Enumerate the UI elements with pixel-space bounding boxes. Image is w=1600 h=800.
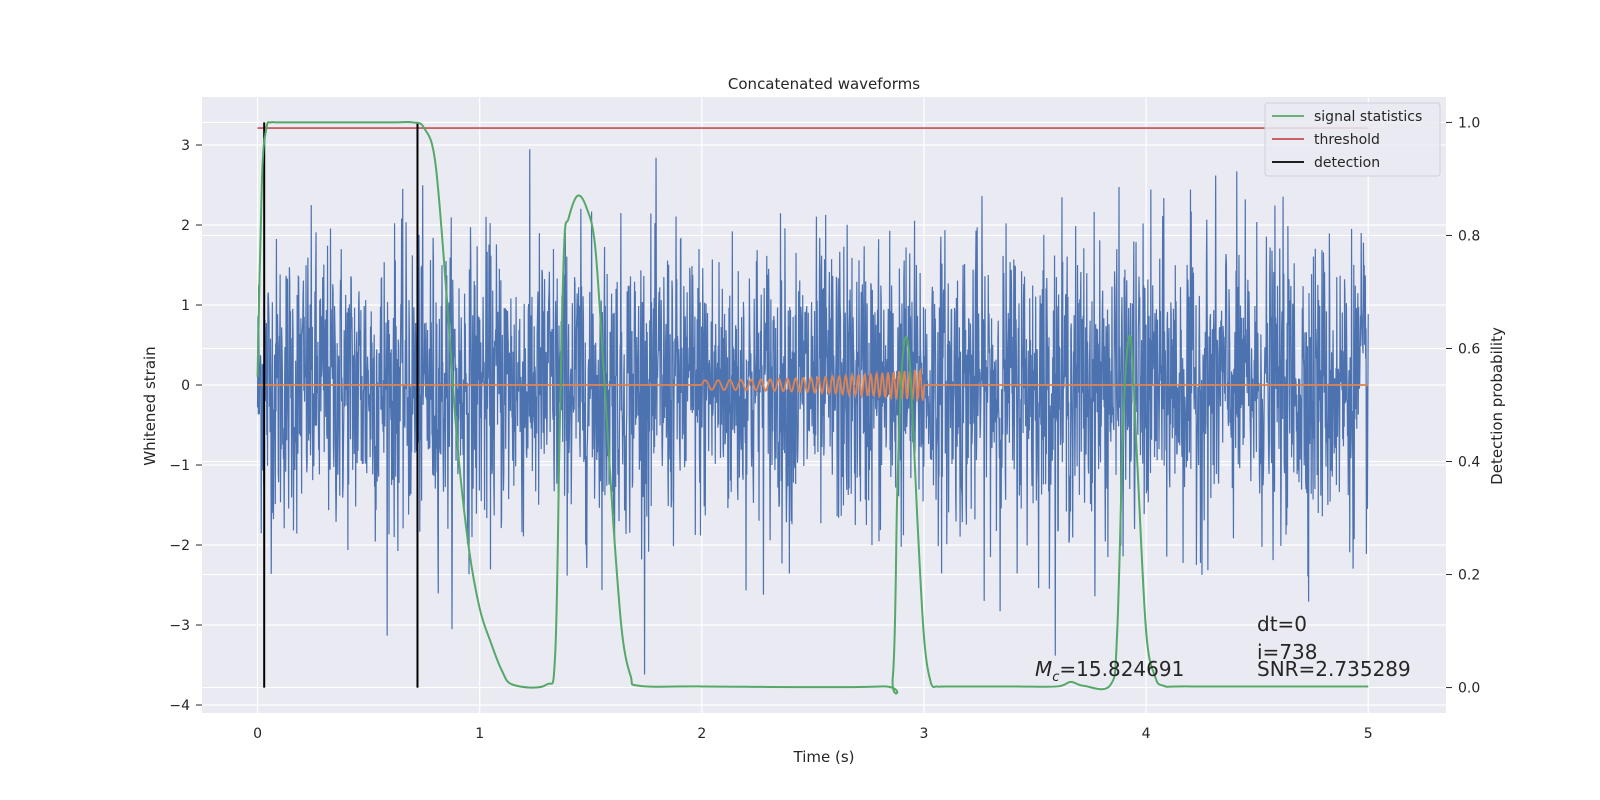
legend-label-threshold: threshold [1314, 132, 1380, 148]
x-tick-label: 2 [697, 726, 706, 742]
y2-tick-label: 0.2 [1458, 568, 1480, 584]
y-axis-label: Whitened strain [141, 346, 159, 465]
y2-tick-label: 0.6 [1458, 341, 1480, 357]
y-tick-label: −4 [169, 698, 190, 714]
y2-tick-label: 0.4 [1458, 455, 1480, 471]
y-tick-label: −2 [169, 538, 190, 554]
annotation-snr: SNR=2.735289 [1257, 657, 1411, 681]
y2-tick-label: 0.0 [1458, 681, 1480, 697]
y-tick-label: 0 [181, 378, 190, 394]
x-tick-label: 0 [253, 726, 262, 742]
y-tick-label: −1 [169, 458, 190, 474]
y-tick-label: 1 [181, 298, 190, 314]
chart: 0 1 2 3 4 5 −4 −3 −2 −1 0 1 2 3 0.0 0.2 0.4 0.6 0.8 1.0 Con… [0, 0, 1600, 800]
x-tick-label: 3 [920, 726, 929, 742]
y2-tick-label: 1.0 [1458, 115, 1480, 131]
annotation-mc-value: =15.824691 [1059, 657, 1184, 681]
legend-label-detection: detection [1314, 155, 1380, 171]
y-tick-label: 3 [181, 138, 190, 154]
y-tick-label: 2 [181, 218, 190, 234]
x-tick-label: 5 [1364, 726, 1373, 742]
x-tick-label: 4 [1142, 726, 1151, 742]
y2-tick-label: 0.8 [1458, 228, 1480, 244]
legend: signal statistics threshold detection [1265, 103, 1440, 176]
y2-axis-label: Detection probability [1488, 327, 1506, 485]
annotation-mc-subscript: c [1052, 670, 1059, 685]
y-tick-label: −3 [169, 618, 190, 634]
annotation-mc-symbol: M [1035, 657, 1052, 681]
chart-title: Concatenated waveforms [728, 75, 920, 93]
legend-label-signal-statistics: signal statistics [1314, 109, 1422, 125]
annotation-dt: dt=0 [1257, 612, 1307, 636]
x-axis-label: Time (s) [793, 748, 855, 766]
x-tick-label: 1 [475, 726, 484, 742]
